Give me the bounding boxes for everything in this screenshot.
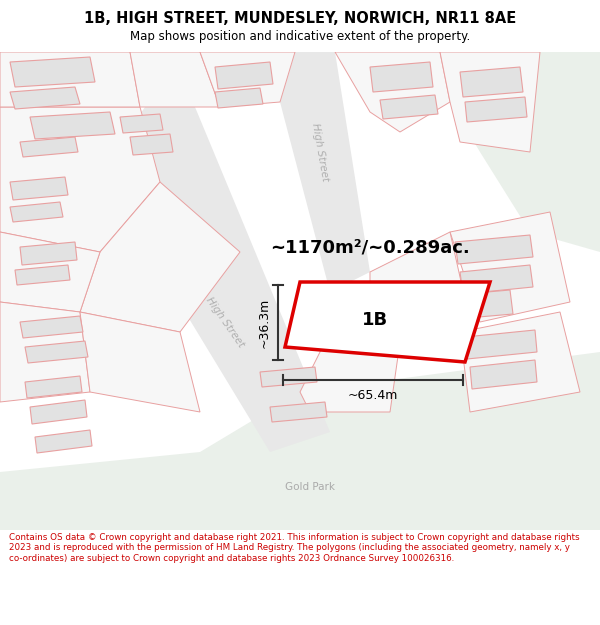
Polygon shape <box>80 182 240 332</box>
Polygon shape <box>470 360 537 389</box>
Polygon shape <box>30 400 87 424</box>
Polygon shape <box>370 232 470 342</box>
Polygon shape <box>0 352 600 530</box>
Polygon shape <box>0 232 100 312</box>
Polygon shape <box>100 107 330 452</box>
Polygon shape <box>130 52 220 107</box>
Text: 1B: 1B <box>362 311 388 329</box>
Polygon shape <box>370 62 433 92</box>
Polygon shape <box>0 107 160 252</box>
Polygon shape <box>0 52 140 107</box>
Text: 1B, HIGH STREET, MUNDESLEY, NORWICH, NR11 8AE: 1B, HIGH STREET, MUNDESLEY, NORWICH, NR1… <box>84 11 516 26</box>
Polygon shape <box>80 312 200 412</box>
Polygon shape <box>10 202 63 222</box>
Text: ~1170m²/~0.289ac.: ~1170m²/~0.289ac. <box>270 238 470 256</box>
Text: ~65.4m: ~65.4m <box>348 389 398 402</box>
Polygon shape <box>450 52 600 252</box>
Polygon shape <box>15 265 70 285</box>
Polygon shape <box>120 114 163 133</box>
Polygon shape <box>30 112 115 139</box>
Text: ~36.3m: ~36.3m <box>257 298 271 348</box>
Text: High Street: High Street <box>204 295 246 349</box>
Polygon shape <box>20 137 78 157</box>
Polygon shape <box>25 341 88 363</box>
Polygon shape <box>440 52 540 152</box>
Polygon shape <box>215 62 273 89</box>
Polygon shape <box>20 242 77 265</box>
Polygon shape <box>430 290 513 321</box>
Polygon shape <box>130 134 173 155</box>
Polygon shape <box>0 302 90 402</box>
Polygon shape <box>450 212 570 322</box>
Polygon shape <box>300 332 400 412</box>
Polygon shape <box>200 52 295 107</box>
Polygon shape <box>460 67 523 97</box>
Polygon shape <box>10 87 80 109</box>
Text: High Street: High Street <box>310 122 330 182</box>
Polygon shape <box>10 57 95 87</box>
Polygon shape <box>260 367 317 387</box>
Text: Gold Park: Gold Park <box>285 482 335 492</box>
Polygon shape <box>35 430 92 453</box>
Polygon shape <box>465 330 537 359</box>
Polygon shape <box>10 177 68 200</box>
Text: Map shows position and indicative extent of the property.: Map shows position and indicative extent… <box>130 29 470 42</box>
Polygon shape <box>460 312 580 412</box>
Polygon shape <box>25 376 82 398</box>
Polygon shape <box>20 316 83 338</box>
Polygon shape <box>285 282 490 362</box>
Polygon shape <box>280 52 370 292</box>
Polygon shape <box>460 265 533 294</box>
Polygon shape <box>455 235 533 264</box>
Polygon shape <box>270 402 327 422</box>
Text: Contains OS data © Crown copyright and database right 2021. This information is : Contains OS data © Crown copyright and d… <box>9 533 580 562</box>
Polygon shape <box>380 95 438 119</box>
Polygon shape <box>465 97 527 122</box>
Polygon shape <box>335 52 450 132</box>
Polygon shape <box>215 88 263 108</box>
